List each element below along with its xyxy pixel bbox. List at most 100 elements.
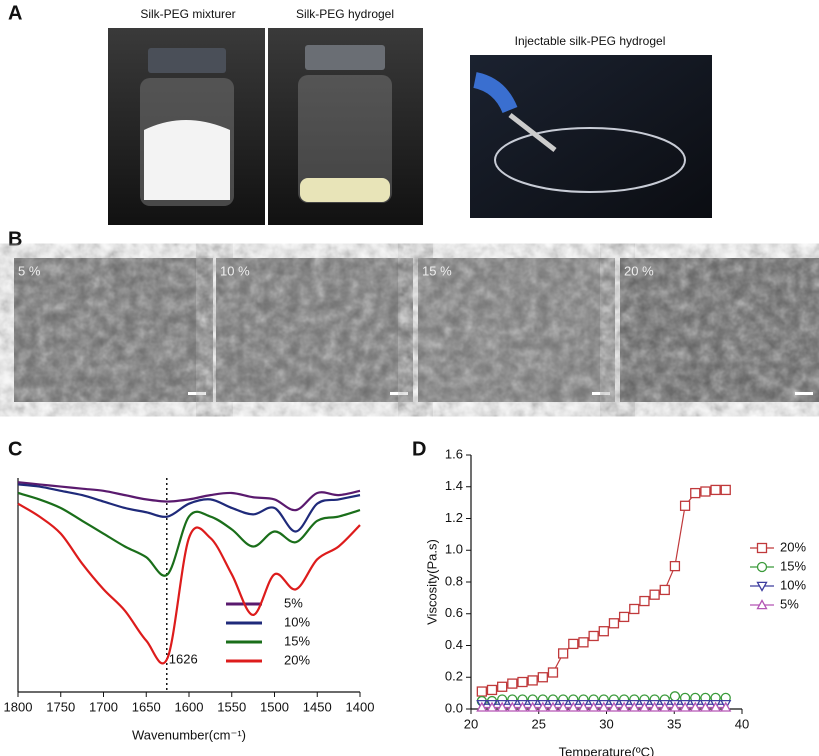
marker bbox=[659, 701, 671, 712]
panel-label: D bbox=[412, 438, 426, 460]
sem-label: 5 % bbox=[18, 263, 41, 278]
marker bbox=[527, 675, 538, 686]
marker bbox=[476, 701, 488, 712]
y-tick-label: 0.4 bbox=[445, 637, 463, 652]
x-tick-label: 1750 bbox=[46, 699, 75, 714]
marker bbox=[756, 542, 768, 554]
marker bbox=[669, 560, 681, 572]
y-axis-label: Viscosity(Pa.s) bbox=[424, 539, 439, 625]
y-tick-label: 1.2 bbox=[445, 510, 463, 525]
series-line bbox=[17, 491, 361, 577]
x-tick-label: 30 bbox=[599, 716, 613, 731]
marker bbox=[516, 701, 529, 712]
x-tick-label: 40 bbox=[735, 716, 749, 731]
x-tick-label: 1500 bbox=[260, 699, 289, 714]
marker bbox=[507, 678, 518, 689]
marker bbox=[659, 584, 670, 596]
marker bbox=[709, 701, 722, 712]
y-tick-label: 0.2 bbox=[445, 669, 463, 684]
photo-caption: Silk-PEG hydrogel bbox=[296, 7, 394, 21]
marker bbox=[639, 595, 650, 607]
marker bbox=[628, 701, 640, 712]
marker bbox=[496, 701, 508, 712]
photo-caption: Silk-PEG mixturer bbox=[140, 7, 235, 21]
legend-label: 15% bbox=[284, 633, 310, 648]
legend-label: 10% bbox=[780, 577, 806, 592]
photo bbox=[470, 55, 712, 218]
x-tick-label: 1700 bbox=[89, 699, 118, 714]
marker bbox=[756, 561, 768, 573]
marker bbox=[577, 701, 590, 712]
x-tick-label: 1400 bbox=[346, 699, 375, 714]
y-tick-label: 0.8 bbox=[445, 573, 463, 588]
x-tick-label: 25 bbox=[532, 716, 546, 731]
marker bbox=[598, 626, 609, 637]
x-tick-label: 1800 bbox=[4, 699, 33, 714]
x-tick-label: 1450 bbox=[303, 699, 332, 714]
legend-label: 10% bbox=[284, 614, 310, 629]
marker bbox=[638, 701, 651, 712]
marker bbox=[689, 701, 701, 712]
panel-label: B bbox=[8, 228, 22, 250]
photo bbox=[108, 28, 265, 225]
x-axis-label: Wavenumber(cm⁻¹) bbox=[132, 727, 246, 742]
series-line bbox=[481, 489, 726, 693]
photo-caption: Injectable silk-PEG hydrogel bbox=[515, 34, 666, 48]
y-tick-label: 1.0 bbox=[445, 542, 463, 557]
marker bbox=[699, 701, 712, 712]
legend-label: 20% bbox=[780, 539, 806, 554]
panel-label: C bbox=[8, 438, 22, 460]
marker bbox=[629, 603, 640, 615]
x-tick-label: 1550 bbox=[217, 699, 246, 714]
sem-label: 10 % bbox=[220, 263, 250, 278]
marker bbox=[588, 630, 599, 642]
marker bbox=[669, 701, 681, 712]
marker bbox=[756, 599, 768, 610]
marker bbox=[486, 684, 498, 696]
marker bbox=[648, 701, 661, 712]
marker bbox=[598, 701, 610, 712]
marker bbox=[618, 701, 630, 712]
marker bbox=[588, 701, 600, 712]
photo bbox=[268, 28, 423, 225]
legend-label: 15% bbox=[780, 558, 806, 573]
marker bbox=[608, 701, 620, 712]
y-tick-label: 1.6 bbox=[445, 446, 463, 461]
marker bbox=[578, 637, 589, 648]
marker bbox=[608, 618, 620, 629]
marker bbox=[497, 681, 508, 692]
marker bbox=[486, 701, 498, 712]
marker bbox=[547, 667, 559, 678]
sem-label: 15 % bbox=[422, 263, 452, 278]
marker bbox=[557, 648, 569, 659]
y-tick-label: 0.0 bbox=[445, 700, 463, 715]
panel-label: A bbox=[8, 2, 22, 24]
legend-label: 5% bbox=[284, 595, 303, 610]
x-tick-label: 35 bbox=[667, 716, 681, 731]
marker bbox=[756, 581, 768, 592]
legend-label: 5% bbox=[780, 596, 799, 611]
legend-label: 20% bbox=[284, 652, 310, 667]
sem-label: 20 % bbox=[624, 263, 654, 278]
series-line bbox=[17, 483, 361, 533]
marker bbox=[618, 611, 630, 623]
x-tick-label: 1650 bbox=[132, 699, 161, 714]
marker bbox=[557, 701, 569, 712]
marker bbox=[568, 638, 579, 650]
marker bbox=[567, 701, 579, 712]
marker bbox=[669, 691, 681, 702]
marker bbox=[700, 486, 711, 497]
y-tick-label: 1.4 bbox=[445, 478, 463, 493]
marker bbox=[720, 701, 732, 712]
series-line bbox=[17, 481, 361, 512]
series-line bbox=[17, 502, 361, 665]
marker bbox=[679, 701, 691, 712]
marker bbox=[720, 484, 731, 496]
marker bbox=[517, 676, 528, 688]
annotation: 1626 bbox=[169, 651, 198, 666]
sem-image bbox=[14, 258, 819, 402]
marker bbox=[547, 701, 559, 712]
x-axis-label: Temperature(ºC) bbox=[559, 744, 655, 756]
marker bbox=[527, 701, 539, 712]
